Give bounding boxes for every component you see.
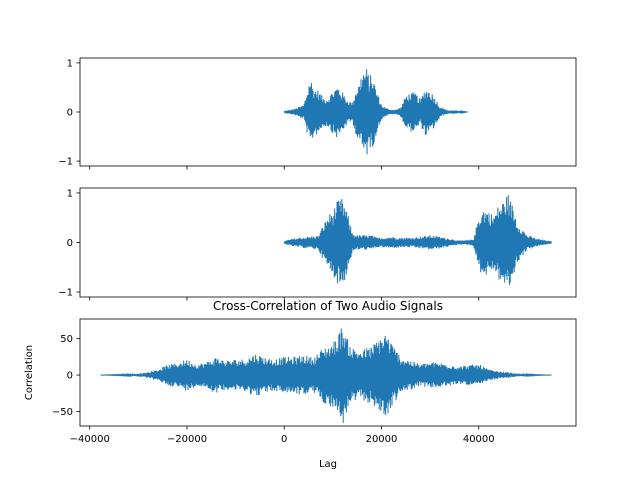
- middle-x-ticks: [89, 297, 480, 301]
- x-tick-label: −40000: [70, 434, 110, 445]
- y-tick-label: −1: [58, 288, 73, 299]
- middle-waveform: [283, 195, 552, 286]
- x-tick-label: 0: [281, 434, 287, 445]
- top-x-ticks: [89, 166, 480, 170]
- panel-middle: −1 0 1: [58, 187, 577, 301]
- x-tick-label: 20000: [366, 434, 398, 445]
- x-tick-label: −20000: [167, 434, 207, 445]
- bottom-y-ticks: −50 0 50: [52, 334, 80, 418]
- bottom-correlation-line: [100, 328, 552, 423]
- middle-y-ticks: −1 0 1: [58, 188, 80, 299]
- top-waveform-group: [283, 69, 468, 155]
- bottom-axes-frame: [79, 318, 577, 427]
- bottom-chart-title: Cross-Correlation of Two Audio Signals: [213, 299, 443, 313]
- top-waveform: [283, 69, 468, 155]
- top-y-ticks: −1 0 1: [58, 58, 80, 168]
- y-tick-label: 0: [67, 371, 73, 382]
- bottom-x-ticks: −40000 −20000 0 20000 40000: [70, 426, 495, 445]
- y-tick-label: 0: [67, 238, 73, 249]
- bottom-x-axis-label: Lag: [319, 459, 337, 470]
- y-tick-label: 0: [67, 108, 73, 119]
- y-tick-label: 1: [67, 188, 73, 199]
- y-tick-label: 1: [67, 58, 73, 69]
- bottom-y-axis-label: Correlation: [24, 345, 35, 400]
- panel-top: −1 0 1: [58, 57, 577, 170]
- y-tick-label: 50: [60, 334, 73, 345]
- bottom-waveform-group: [100, 328, 552, 423]
- y-tick-label: −1: [58, 157, 73, 168]
- panel-bottom: −40000 −20000 0 20000 40000 −50 0 50 Cross-Cor…: [24, 299, 577, 470]
- middle-waveform-group: [283, 195, 552, 286]
- y-tick-label: −50: [52, 407, 73, 418]
- x-tick-label: 40000: [463, 434, 495, 445]
